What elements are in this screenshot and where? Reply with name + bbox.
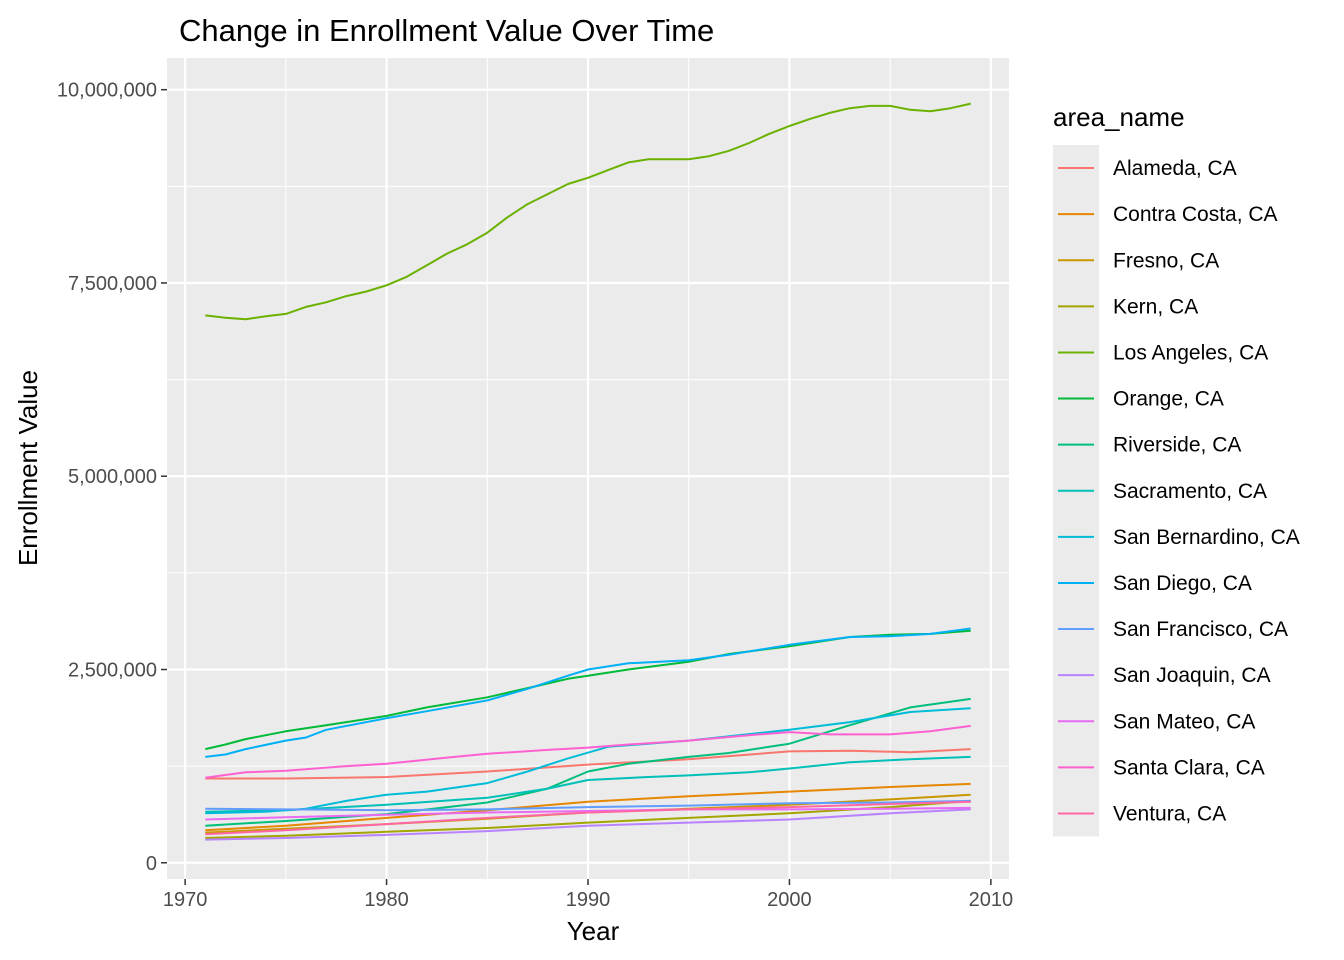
series-line (205, 782, 971, 832)
legend-label: San Mateo, CA (1113, 710, 1255, 733)
series-line (205, 707, 971, 815)
y-tick-label: 0 (146, 853, 157, 875)
series-line (205, 755, 971, 813)
series-line (205, 799, 971, 812)
x-axis: 1970 1980 1990 2000 2010 (163, 879, 1013, 911)
x-tick-label: 2010 (969, 889, 1014, 911)
legend-label: Santa Clara, CA (1113, 756, 1265, 779)
series-lines (205, 102, 971, 841)
y-axis-title: Enrollment Value (13, 370, 43, 566)
legend-label: Orange, CA (1113, 388, 1224, 411)
legend-label: Los Angeles, CA (1113, 341, 1268, 364)
legend-label: Contra Costa, CA (1113, 203, 1278, 226)
legend-label: Kern, CA (1113, 295, 1198, 318)
legend-label: Alameda, CA (1113, 157, 1237, 180)
series-line (205, 102, 971, 321)
series-line (205, 806, 971, 821)
series-line (205, 724, 971, 779)
legend: Alameda, CA Contra Costa, CA Fresno, CA Ker… (1053, 145, 1300, 837)
series-line (205, 800, 971, 836)
y-tick-label: 5,000,000 (68, 466, 157, 488)
legend-label: San Francisco, CA (1113, 618, 1288, 641)
x-tick-label: 1990 (566, 889, 611, 911)
legend-label: Riverside, CA (1113, 434, 1241, 457)
series-line (205, 627, 971, 758)
series-line (205, 808, 971, 841)
legend-label: San Diego, CA (1113, 572, 1252, 595)
x-axis-title: Year (567, 916, 620, 946)
legend-label: Fresno, CA (1113, 249, 1219, 272)
x-tick-label: 1970 (163, 889, 208, 911)
chart-title: Change in Enrollment Value Over Time (179, 13, 714, 48)
legend-label: Sacramento, CA (1113, 480, 1267, 503)
x-tick-label: 1980 (364, 889, 409, 911)
legend-label: San Bernardino, CA (1113, 526, 1300, 549)
y-axis: 0 2,500,000 5,000,000 7,500,000 10,000,000 (57, 80, 167, 875)
y-tick-label: 7,500,000 (68, 273, 157, 295)
y-tick-label: 10,000,000 (57, 80, 157, 102)
legend-label: Ventura, CA (1113, 802, 1226, 825)
y-tick-label: 2,500,000 (68, 659, 157, 681)
x-tick-label: 2000 (767, 889, 812, 911)
legend-title: area_name (1053, 102, 1185, 132)
legend-label: San Joaquin, CA (1113, 664, 1271, 687)
